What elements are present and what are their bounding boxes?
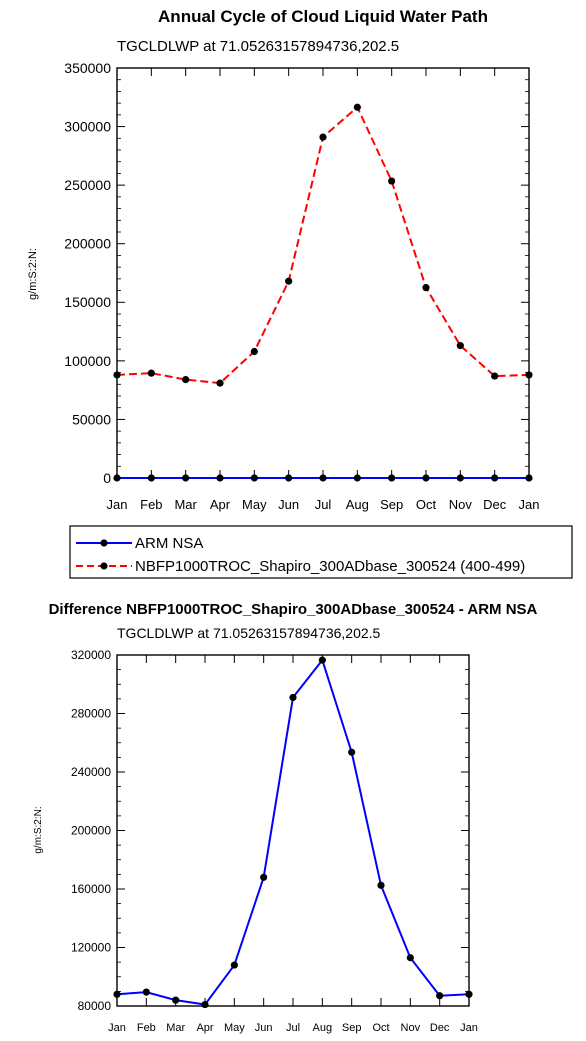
x-tick-label: Dec bbox=[483, 497, 507, 512]
series-line-0 bbox=[116, 658, 470, 1006]
y-tick-label: 200000 bbox=[64, 236, 111, 252]
x-tick-label: Jun bbox=[278, 497, 299, 512]
chart1-subtitle: TGCLDLWP at 71.05263157894736,202.5 bbox=[117, 38, 399, 55]
x-tick-label: Jul bbox=[315, 497, 332, 512]
x-tick-label: Sep bbox=[380, 497, 403, 512]
series-point-1 bbox=[147, 369, 155, 377]
chart2-ylabel: g/m:S:2:N: bbox=[33, 806, 44, 853]
x-tick-label: Jan bbox=[460, 1022, 478, 1034]
chart2-subtitle: TGCLDLWP at 71.05263157894736,202.5 bbox=[117, 625, 381, 641]
series-point-1 bbox=[250, 347, 258, 356]
series-point-0 bbox=[348, 748, 356, 756]
series-point-0 bbox=[406, 954, 414, 962]
chart2-title: Difference NBFP1000TROC_Shapiro_300ADbas… bbox=[49, 601, 538, 618]
series-point-0 bbox=[525, 474, 533, 482]
y-tick-label: 160000 bbox=[71, 882, 111, 896]
series-point-1 bbox=[182, 376, 190, 384]
x-tick-label: Mar bbox=[166, 1022, 185, 1034]
series-point-0 bbox=[260, 873, 268, 881]
x-tick-label: Mar bbox=[174, 497, 197, 512]
legend: ARM NSA NBFP1000TROC_Shapiro_300ADbase_3… bbox=[69, 525, 573, 579]
legend-marker-arm bbox=[100, 539, 108, 547]
x-tick-label: Aug bbox=[313, 1022, 333, 1034]
series-point-0 bbox=[113, 990, 121, 998]
plot-frame bbox=[116, 654, 470, 1007]
legend-marker-model bbox=[100, 562, 108, 570]
x-tick-label: Jan bbox=[519, 497, 540, 512]
series-point-1 bbox=[422, 284, 430, 292]
series-point-1 bbox=[216, 379, 224, 387]
series-point-0 bbox=[422, 474, 430, 482]
series-point-1 bbox=[319, 133, 327, 141]
series-point-0 bbox=[201, 1000, 209, 1009]
series-point-1 bbox=[285, 277, 293, 285]
y-tick-label: 200000 bbox=[71, 824, 111, 838]
x-tick-label: Nov bbox=[401, 1022, 421, 1034]
x-tick-label: Apr bbox=[196, 1022, 213, 1034]
y-tick-label: 280000 bbox=[71, 707, 111, 721]
series-point-0 bbox=[388, 474, 396, 482]
series-point-0 bbox=[319, 474, 327, 482]
x-tick-label: Apr bbox=[210, 497, 231, 512]
y-tick-label: 100000 bbox=[64, 353, 111, 369]
x-tick-label: Aug bbox=[346, 497, 369, 512]
x-tick-label: Nov bbox=[449, 497, 473, 512]
series-point-0 bbox=[172, 996, 180, 1004]
x-tick-label: Jun bbox=[255, 1022, 273, 1034]
series-point-1 bbox=[113, 371, 121, 379]
series-point-0 bbox=[353, 474, 361, 482]
series-point-0 bbox=[318, 656, 326, 664]
chart1-plot: Jan Feb Mar Apr May Jun Jul Aug Sep Oct Nov Dec Jan 0… bbox=[64, 60, 539, 512]
legend-label-arm: ARM NSA bbox=[135, 535, 203, 552]
series-point-0 bbox=[182, 474, 190, 482]
y-tick-label: 120000 bbox=[71, 941, 111, 955]
legend-label-model: NBFP1000TROC_Shapiro_300ADbase_300524 (4… bbox=[135, 558, 525, 575]
series-point-0 bbox=[113, 474, 121, 482]
y-tick-label: 80000 bbox=[78, 999, 112, 1013]
series-point-0 bbox=[491, 474, 499, 482]
series-point-0 bbox=[465, 990, 473, 998]
series-point-1 bbox=[388, 177, 396, 185]
x-tick-label: Sep bbox=[342, 1022, 362, 1034]
series-line-1 bbox=[116, 105, 530, 385]
series-point-0 bbox=[250, 474, 258, 482]
series-point-1 bbox=[353, 103, 361, 111]
y-tick-label: 240000 bbox=[71, 765, 111, 779]
series-point-0 bbox=[436, 992, 444, 1000]
x-tick-label: Dec bbox=[430, 1022, 450, 1034]
series-point-0 bbox=[216, 474, 224, 482]
series-point-1 bbox=[525, 371, 533, 379]
series-point-0 bbox=[285, 474, 293, 482]
y-tick-label: 0 bbox=[103, 470, 111, 486]
chart2-plot: Jan Feb Mar Apr May Jun Jul Aug Sep Oct Nov Dec Jan 8… bbox=[71, 648, 478, 1034]
series-point-0 bbox=[456, 474, 464, 482]
x-tick-label: May bbox=[242, 497, 267, 512]
chart1-title: Annual Cycle of Cloud Liquid Water Path bbox=[158, 7, 488, 26]
x-tick-label: Jan bbox=[107, 497, 128, 512]
series-point-0 bbox=[289, 693, 297, 702]
y-tick-label: 250000 bbox=[64, 177, 111, 193]
series-point-1 bbox=[491, 372, 499, 380]
x-tick-label: May bbox=[224, 1022, 245, 1034]
y-tick-label: 150000 bbox=[64, 294, 111, 310]
legend-box bbox=[69, 525, 573, 579]
x-tick-label: Feb bbox=[140, 497, 162, 512]
plot-frame bbox=[116, 67, 530, 479]
y-tick-label: 320000 bbox=[71, 648, 111, 662]
series-point-0 bbox=[230, 961, 238, 969]
chart1-ylabel: g/m:S:2:N: bbox=[27, 248, 39, 300]
y-tick-label: 350000 bbox=[64, 60, 111, 76]
x-tick-label: Jan bbox=[108, 1022, 126, 1034]
series-point-1 bbox=[456, 342, 464, 350]
y-tick-label: 300000 bbox=[64, 118, 111, 134]
x-tick-label: Jul bbox=[286, 1022, 300, 1034]
x-tick-label: Oct bbox=[416, 497, 437, 512]
x-tick-label: Oct bbox=[372, 1022, 389, 1034]
series-point-0 bbox=[377, 881, 385, 889]
series-point-0 bbox=[147, 474, 155, 482]
x-tick-label: Feb bbox=[137, 1022, 156, 1034]
y-tick-label: 50000 bbox=[72, 411, 111, 427]
series-point-0 bbox=[142, 988, 150, 996]
